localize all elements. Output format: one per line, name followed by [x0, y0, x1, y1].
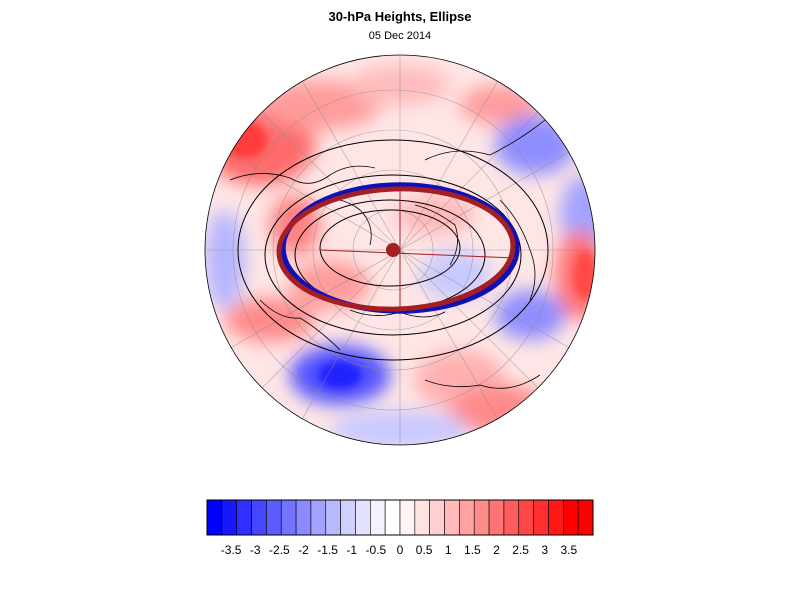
- colorbar-swatch: [280, 499, 297, 536]
- colorbar-tick-label: -3: [250, 543, 261, 557]
- colorbar-swatch: [399, 499, 416, 536]
- colorbar: -3.5 -3 -2.5 -2 -1.5 -1 -0.5 0 0.5 1 1.5 2 2.5 3 3.5: [206, 499, 594, 557]
- colorbar-swatch: [266, 499, 282, 536]
- colorbar-swatch: [384, 499, 401, 536]
- colorbar-tick-labels: -3.5 -3 -2.5 -2 -1.5 -1 -0.5 0 0.5 1 1.5 2 2.5 3 3.5: [221, 543, 578, 557]
- colorbar-swatch: [503, 499, 520, 536]
- globe-disc: [205, 55, 595, 445]
- colorbar-swatch: [563, 499, 579, 536]
- vortex-ellipses: [276, 182, 520, 314]
- ellipse-center-dot: [386, 243, 400, 257]
- colorbar-tick-label: 0: [397, 543, 404, 557]
- colorbar-tick-label: 1: [445, 543, 452, 557]
- colorbar-tick-label: -3.5: [221, 543, 242, 557]
- ellipse-red: [276, 186, 516, 312]
- colorbar-tick-label: 2: [493, 543, 500, 557]
- ellipse-major-axis: [319, 249, 516, 259]
- colorbar-swatch: [518, 499, 534, 536]
- colorbar-swatch: [221, 499, 237, 536]
- map-title: 30-hPa Heights, Ellipse: [328, 9, 472, 24]
- colorbar-swatch: [414, 499, 430, 536]
- colorbar-swatch: [355, 499, 371, 536]
- colorbar-swatch: [206, 499, 223, 536]
- colorbar-tick-label: 3.5: [561, 543, 578, 557]
- colorbar-tick-label: -0.5: [366, 543, 387, 557]
- colorbar-swatch: [533, 499, 549, 536]
- colorbar-swatch: [325, 499, 341, 536]
- colorbar-tick-label: -1.5: [317, 543, 338, 557]
- colorbar-tick-label: -1: [346, 543, 357, 557]
- colorbar-tick-label: 3: [541, 543, 548, 557]
- colorbar-swatch: [340, 499, 356, 536]
- colorbar-swatch: [473, 499, 490, 536]
- colorbar-swatch: [577, 499, 594, 536]
- colorbar-swatch: [310, 499, 327, 536]
- colorbar-swatch: [251, 499, 267, 536]
- colorbar-tick-label: 0.5: [416, 543, 433, 557]
- colorbar-swatch: [459, 499, 475, 536]
- colorbar-swatch: [370, 499, 386, 536]
- colorbar-swatches: [206, 499, 594, 536]
- colorbar-swatch: [444, 499, 460, 536]
- colorbar-frame: [206, 499, 594, 536]
- globe-outline: [204, 54, 596, 446]
- colorbar-swatch: [236, 499, 252, 536]
- colorbar-swatch: [488, 499, 505, 536]
- colorbar-swatch: [548, 499, 564, 536]
- colorbar-swatch: [429, 499, 445, 536]
- colorbar-swatch: [295, 499, 312, 536]
- colorbar-tick-label: -2.5: [269, 543, 290, 557]
- colorbar-tick-label: -2: [298, 543, 309, 557]
- colorbar-tick-label: 2.5: [512, 543, 529, 557]
- colorbar-tick-label: 1.5: [464, 543, 481, 557]
- map-date: 05 Dec 2014: [368, 30, 432, 42]
- height-contours: [237, 139, 549, 361]
- polar-anomaly-map: [204, 54, 596, 446]
